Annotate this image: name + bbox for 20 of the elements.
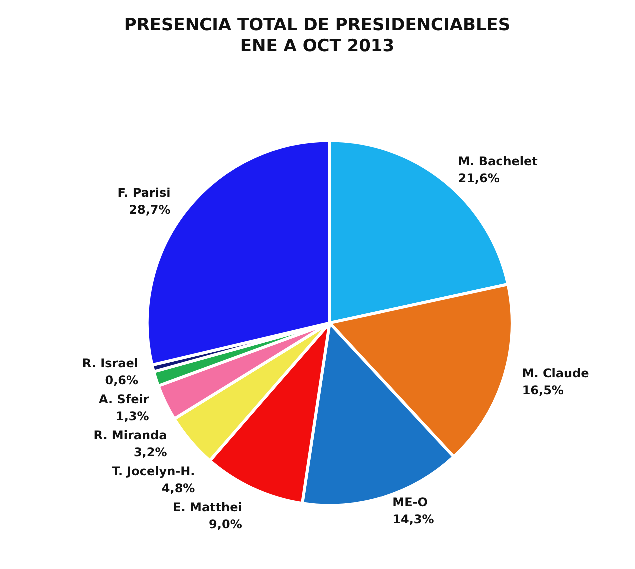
slice-label: T. Jocelyn-H. bbox=[112, 464, 196, 479]
data-label: 3,2% bbox=[134, 446, 168, 460]
slice-label: ME-O bbox=[392, 496, 428, 510]
slice-label: E. Matthei bbox=[173, 500, 242, 515]
data-label: 9,0% bbox=[209, 518, 242, 532]
data-label: 28,7% bbox=[129, 202, 171, 217]
slice-label: M. Bachelet bbox=[458, 154, 538, 169]
data-label: 4,8% bbox=[162, 482, 196, 496]
data-label: 14,3% bbox=[392, 512, 434, 527]
slice-label: F. Parisi bbox=[118, 186, 171, 200]
data-label: 1,3% bbox=[116, 410, 150, 424]
slice-label: R. Israel bbox=[82, 356, 139, 371]
data-label: 16,5% bbox=[522, 384, 564, 398]
data-label: 21,6% bbox=[458, 172, 500, 186]
slice-label: M. Claude bbox=[522, 366, 590, 381]
slice-label: A. Sfeir bbox=[98, 392, 150, 407]
chart-title: PRESENCIA TOTAL DE PRESIDENCIABLES bbox=[124, 16, 511, 36]
slice-label: R. Miranda bbox=[94, 428, 168, 443]
chart-subtitle: ENE A OCT 2013 bbox=[240, 36, 395, 56]
data-label: 0,6% bbox=[105, 374, 139, 388]
